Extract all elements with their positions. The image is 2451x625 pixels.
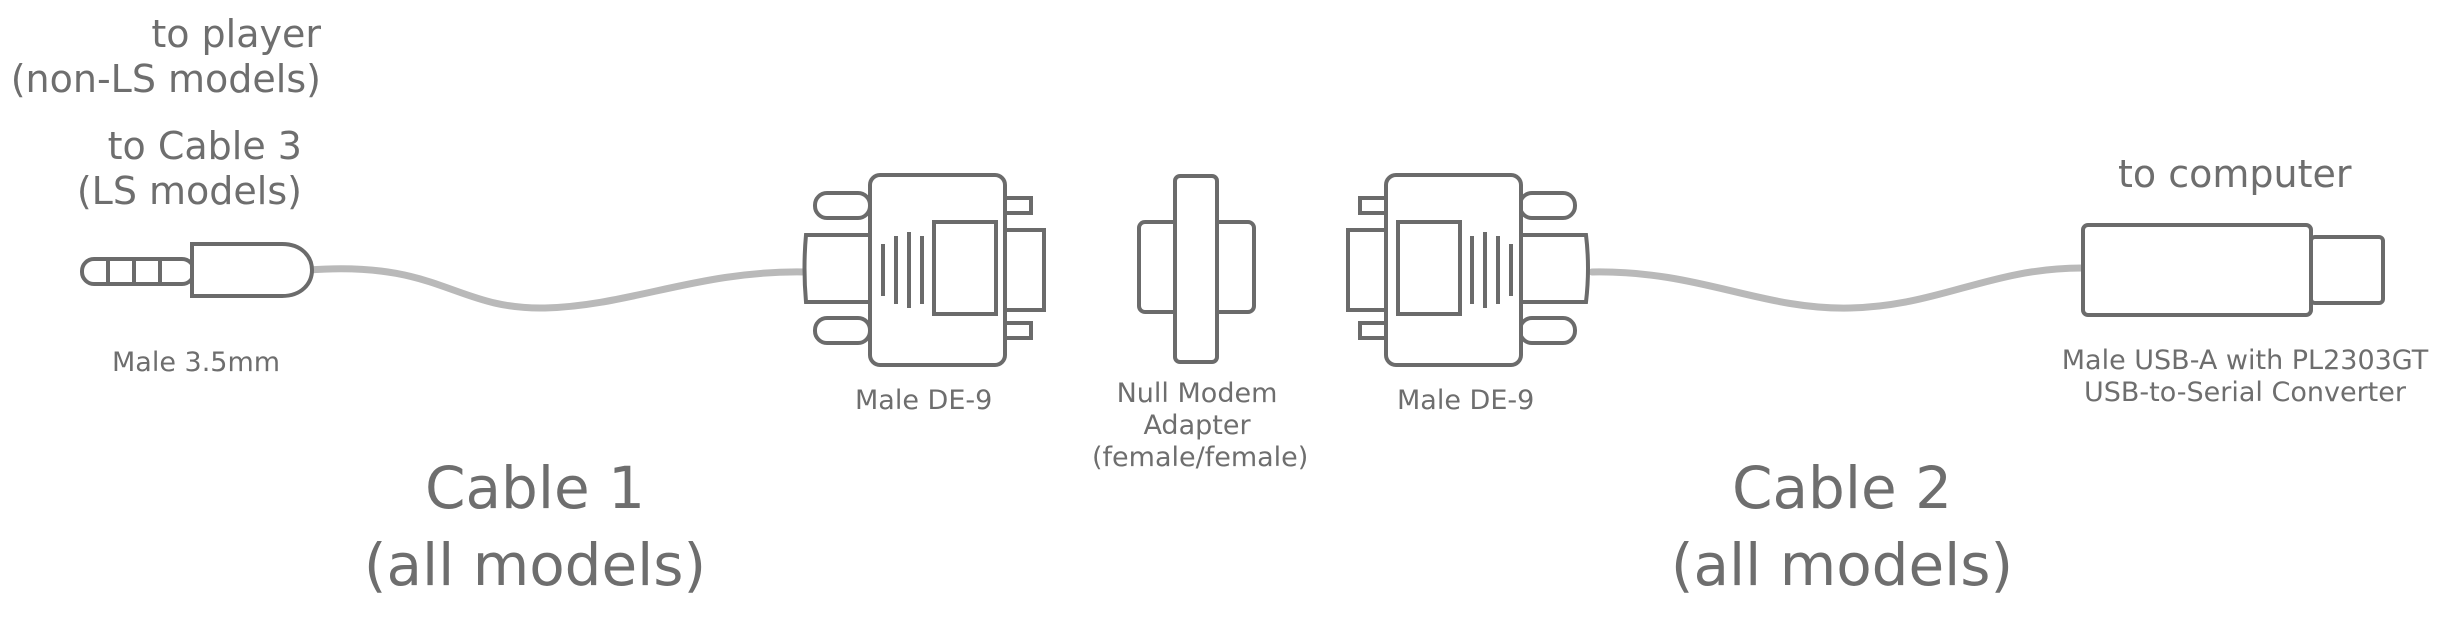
- to-cable3-line-1: to Cable 3: [107, 124, 302, 168]
- cable1-models: (all models): [363, 530, 707, 599]
- null-modem-line-3: (female/female): [1092, 441, 1309, 473]
- to-player-label: to player (non-LS models): [11, 12, 321, 102]
- to-cable3-line-2: (LS models): [76, 168, 302, 213]
- to-player-line-2: (non-LS models): [10, 56, 321, 101]
- male-de9-left-label: Male DE-9: [855, 385, 993, 416]
- to-cable3-label: to Cable 3 (LS models): [77, 124, 302, 214]
- to-computer-label: to computer: [2118, 152, 2352, 196]
- male-3-5mm-plug-icon: [80, 242, 314, 298]
- null-modem-line-2: Adapter: [1143, 409, 1251, 441]
- null-modem-label: Null Modem Adapter (female/female): [1092, 378, 1309, 474]
- cable2-title: Cable 2 (all models): [1642, 450, 2042, 603]
- cable2-models: (all models): [1670, 530, 2014, 599]
- cable2-wire: [1588, 264, 2086, 312]
- usb-a-line-2: USB-to-Serial Converter: [2084, 376, 2406, 408]
- male-de9-left-icon: [802, 173, 1046, 367]
- cable2-name: Cable 2: [1732, 454, 1952, 522]
- male-de9-right-icon: [1346, 173, 1590, 367]
- null-modem-line-1: Null Modem: [1116, 378, 1278, 409]
- male-de9-right-label: Male DE-9: [1397, 385, 1535, 416]
- cable1-name: Cable 1: [425, 454, 645, 522]
- null-modem-adapter-icon: [1137, 174, 1256, 364]
- male-usb-a-icon: [2081, 223, 2385, 317]
- male-3-5mm-label: Male 3.5mm: [112, 347, 281, 378]
- cable1-title: Cable 1 (all models): [335, 450, 735, 603]
- cable1-wire: [304, 265, 809, 312]
- to-player-line-1: to player: [151, 12, 321, 56]
- usb-a-label: Male USB-A with PL2303GT USB-to-Serial C…: [2050, 345, 2440, 409]
- usb-a-line-1: Male USB-A with PL2303GT: [2061, 345, 2429, 376]
